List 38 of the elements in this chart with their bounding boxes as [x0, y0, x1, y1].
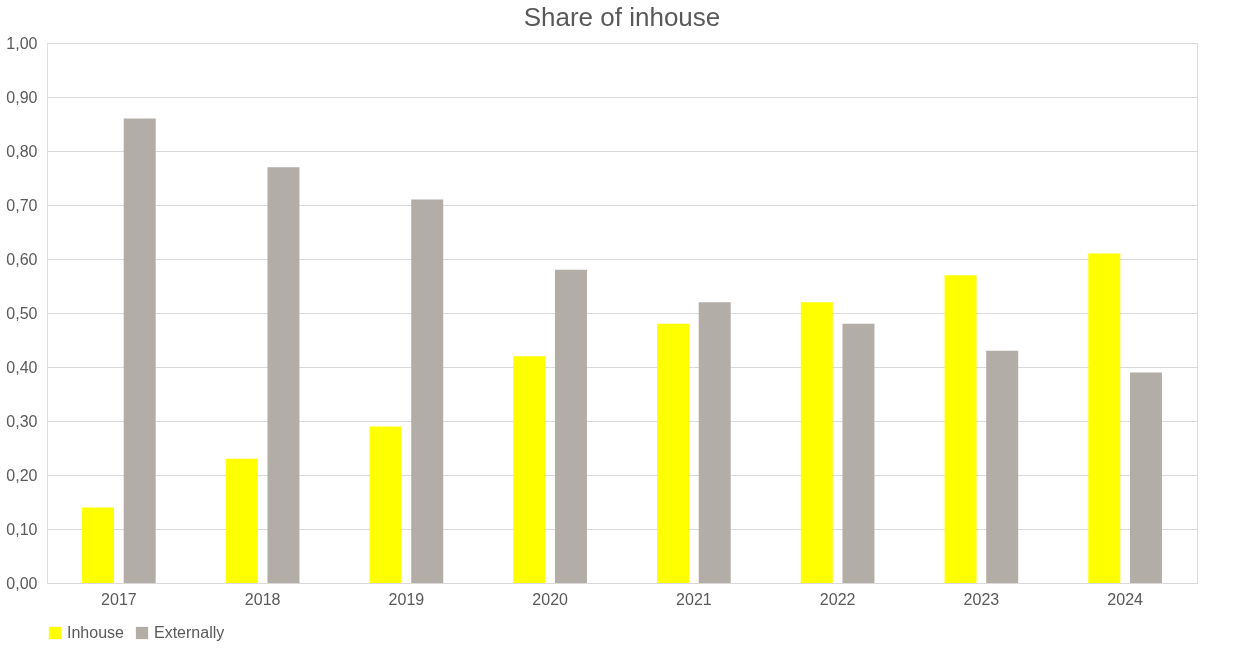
bar — [944, 275, 977, 583]
bar — [225, 458, 258, 583]
y-tick-label: 0,70 — [6, 196, 38, 214]
x-tick-label: 2021 — [676, 590, 712, 608]
bar — [554, 269, 587, 583]
y-tick-label: 1,00 — [6, 34, 38, 52]
legend-label: Inhouse — [67, 624, 125, 641]
y-tick-label: 0,10 — [6, 520, 38, 538]
bar — [698, 302, 731, 583]
y-tick-label: 0,30 — [6, 412, 38, 430]
bar — [267, 167, 300, 583]
bar — [986, 350, 1019, 583]
x-tick-label: 2017 — [101, 590, 137, 608]
bar — [657, 323, 690, 583]
bar — [411, 199, 444, 583]
y-tick-label: 0,90 — [6, 88, 38, 106]
y-tick-label: 0,50 — [6, 304, 38, 322]
y-tick-label: 0,40 — [6, 358, 38, 376]
legend-label: Externally — [154, 624, 225, 641]
y-tick-label: 0,60 — [6, 250, 38, 268]
bar — [1088, 253, 1121, 583]
bar — [123, 118, 156, 583]
bar — [1129, 372, 1162, 583]
bar — [800, 302, 833, 583]
bar — [82, 507, 115, 583]
bar — [369, 426, 402, 583]
y-tick-label: 0,80 — [6, 142, 38, 160]
bar — [513, 356, 546, 583]
x-tick-label: 2022 — [819, 590, 856, 608]
x-tick-label: 2023 — [963, 590, 1000, 608]
x-tick-label: 2019 — [388, 590, 425, 608]
x-tick-label: 2018 — [244, 590, 281, 608]
chart-title: Share of inhouse — [523, 2, 721, 32]
x-tick-label: 2024 — [1107, 590, 1144, 608]
y-tick-label: 0,20 — [6, 466, 38, 484]
y-tick-label: 0,00 — [6, 574, 38, 592]
bar — [842, 323, 875, 583]
x-tick-label: 2020 — [532, 590, 569, 608]
